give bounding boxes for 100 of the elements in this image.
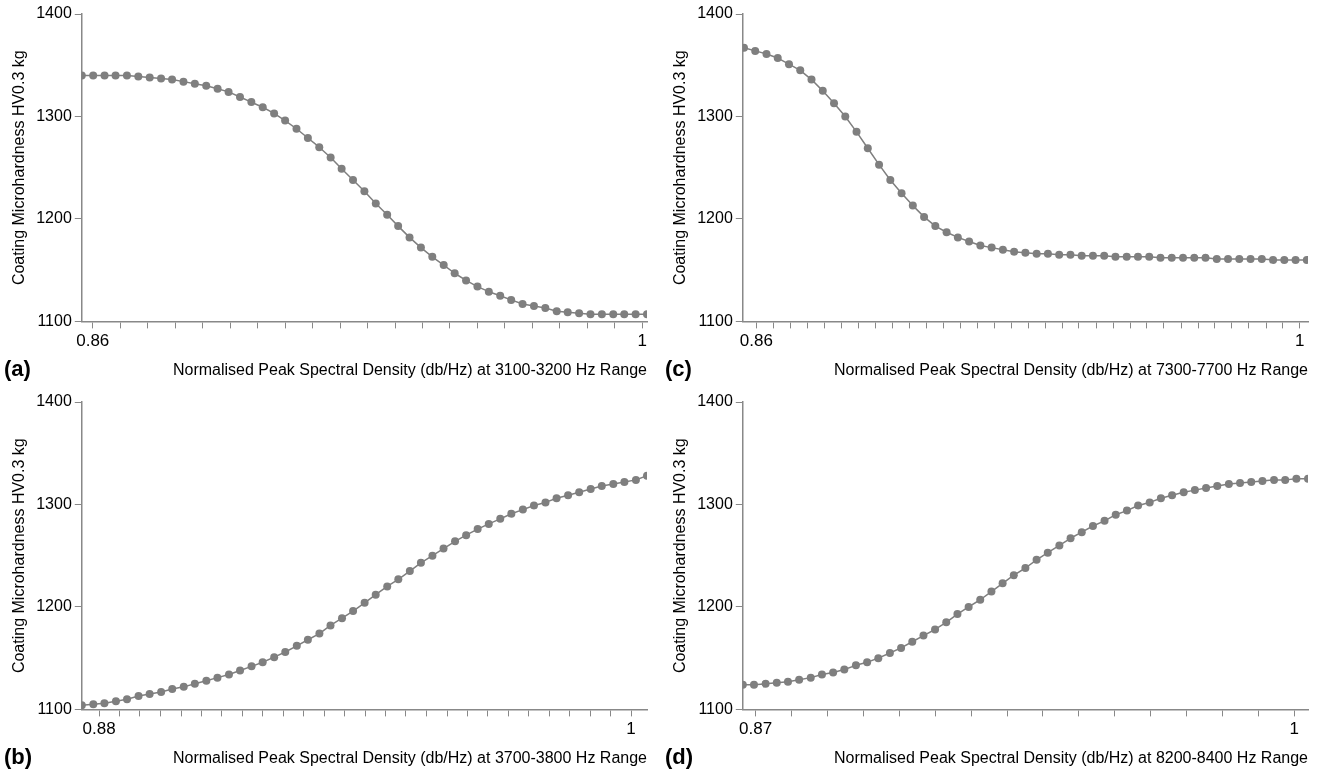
x-tick-label: 0.86 [76, 331, 110, 351]
point [863, 144, 872, 153]
point [439, 544, 448, 553]
point [89, 71, 98, 80]
point [484, 287, 493, 296]
point [462, 531, 471, 540]
point [258, 658, 267, 667]
point [772, 678, 781, 687]
point [1010, 247, 1019, 256]
point [897, 189, 906, 198]
point [371, 199, 380, 208]
point [919, 631, 928, 640]
point [631, 475, 640, 484]
point [224, 670, 233, 679]
x-tick-label: 0.86 [739, 331, 773, 351]
point [597, 310, 606, 319]
point [405, 567, 414, 576]
point [1134, 501, 1143, 510]
y-axis-title: Coating Microhardness HV0.3 kg [671, 438, 689, 674]
point [1236, 478, 1245, 487]
point [416, 558, 425, 567]
text: (d) [665, 744, 694, 770]
point [179, 77, 188, 86]
point [371, 590, 380, 599]
point [1100, 516, 1109, 525]
point [749, 680, 758, 689]
point [965, 237, 974, 246]
point [783, 677, 792, 686]
y-tick-label: 1100 [698, 699, 733, 717]
point [473, 525, 482, 534]
point [1201, 253, 1210, 262]
point [1066, 250, 1075, 259]
point [270, 653, 279, 662]
x-axis-title: Normalised Peak Spectral Density (db/Hz) at 8200-8400 Hz Range [833, 748, 1309, 766]
point [852, 127, 861, 136]
point [315, 143, 324, 152]
y-axis-title: Coating Microhardness HV0.3 kg [671, 50, 689, 286]
point [586, 485, 595, 494]
point [631, 310, 640, 319]
point [202, 81, 211, 90]
point [179, 682, 188, 691]
point [100, 71, 109, 80]
x-axis-title: Normalised Peak Spectral Density (db/Hz) at 3700-3800 Hz Range [172, 748, 648, 766]
point [428, 252, 437, 261]
x-axis-title: Normalised Peak Spectral Density (db/Hz) at 3100-3200 Hz Range [172, 360, 648, 378]
text: (b) [4, 744, 33, 770]
point [1009, 571, 1018, 580]
x-axis-title: Normalised Peak Spectral Density (db/Hz) at 7300-7700 Hz Range [833, 360, 1309, 378]
point [213, 673, 222, 682]
point [247, 662, 256, 671]
point [1258, 476, 1267, 485]
point [931, 222, 940, 231]
point [134, 72, 143, 81]
point [123, 695, 132, 704]
point [1167, 253, 1176, 262]
point [541, 304, 550, 313]
point [863, 658, 872, 667]
point [575, 309, 584, 318]
point [338, 614, 347, 623]
point [620, 310, 629, 319]
point [529, 501, 538, 510]
point [303, 635, 312, 644]
point [270, 109, 279, 118]
y-tick-label: 1200 [36, 209, 72, 227]
point [1111, 252, 1120, 261]
x-tick-label: 1 [1289, 719, 1300, 739]
point [920, 212, 929, 221]
point [394, 575, 403, 584]
point [609, 479, 618, 488]
point [964, 602, 973, 611]
point [1032, 249, 1041, 258]
y-tick-label: 1300 [36, 494, 72, 512]
point [236, 666, 245, 675]
point [292, 124, 301, 133]
point [953, 610, 962, 619]
point [908, 637, 917, 646]
point [473, 282, 482, 291]
point [564, 491, 573, 500]
point [875, 160, 884, 169]
point [1281, 475, 1290, 484]
point [609, 310, 618, 319]
point [518, 505, 527, 514]
point [1043, 548, 1052, 557]
point [1202, 484, 1211, 493]
point [1190, 253, 1199, 262]
y-axis-title: Coating Microhardness HV0.3 kg [10, 438, 28, 674]
point [405, 233, 414, 242]
point [1257, 254, 1266, 263]
point [1247, 477, 1256, 486]
point [1156, 494, 1165, 503]
point [326, 153, 335, 162]
point [111, 71, 120, 80]
point [202, 676, 211, 685]
point [1291, 255, 1300, 264]
y-tick-label: 1300 [36, 106, 72, 124]
point [507, 509, 516, 518]
point [360, 598, 369, 607]
point [1111, 510, 1120, 519]
point [897, 643, 906, 652]
y-tick-label: 1100 [698, 311, 733, 329]
